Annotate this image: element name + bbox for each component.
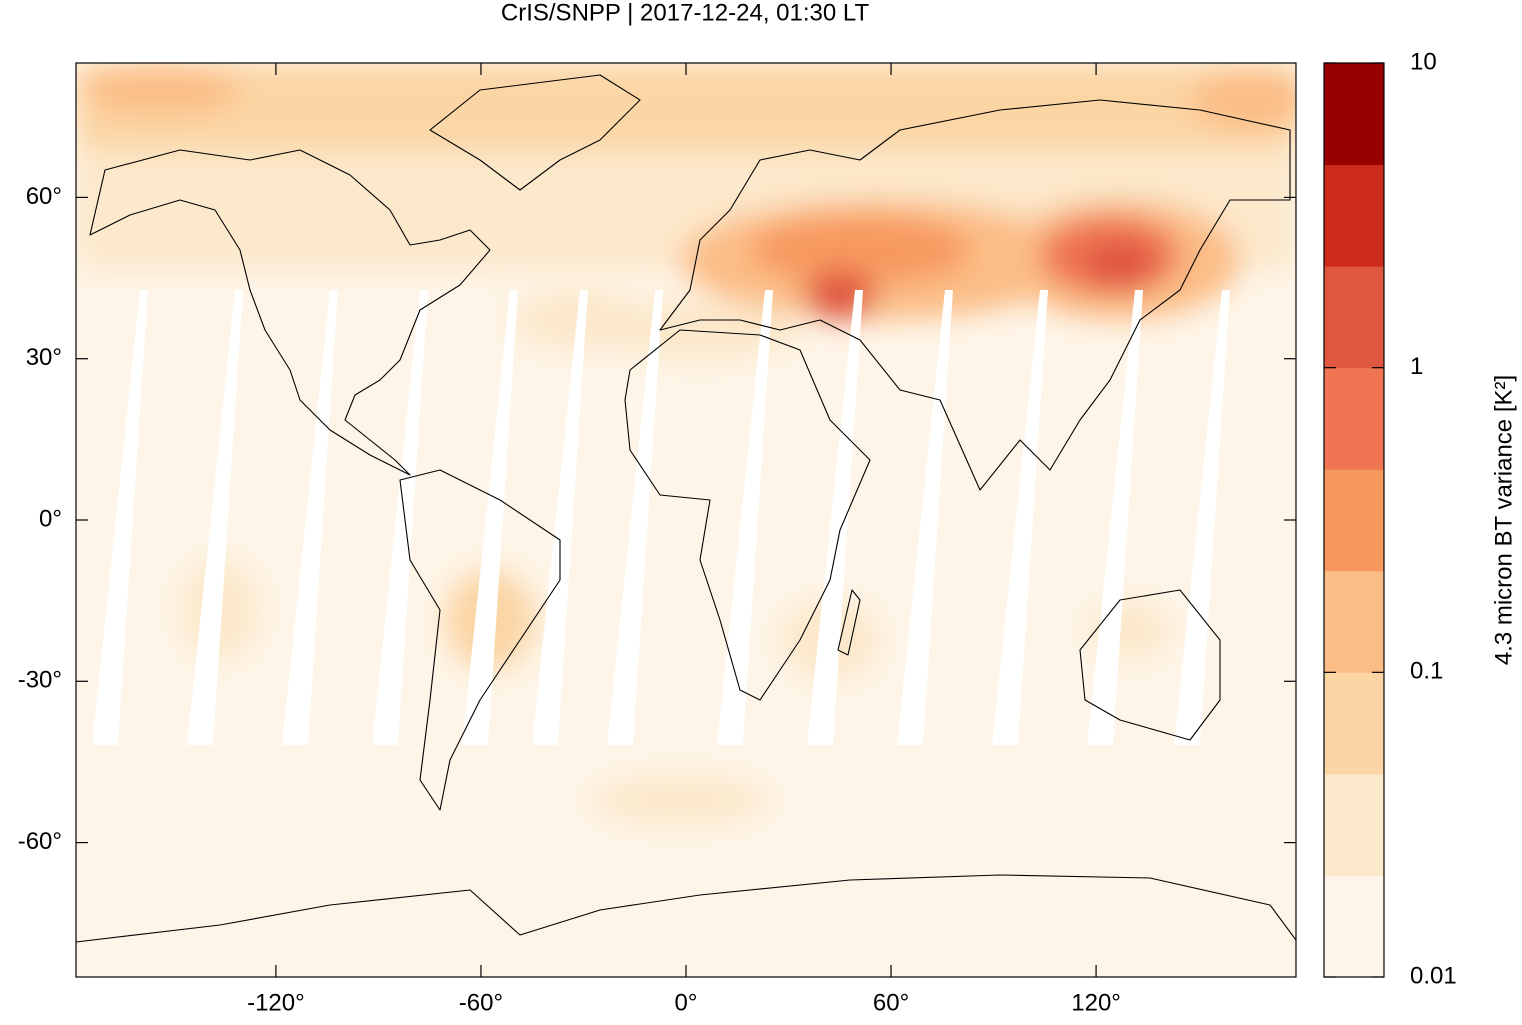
colorbar-frame [1323, 62, 1385, 978]
chart-title: CrIS/SNPP | 2017-12-24, 01:30 LT [501, 0, 870, 26]
colorbar-tick-label: 1 [1410, 353, 1423, 380]
swath-gap [462, 290, 518, 745]
colorbar-segment [1324, 367, 1384, 470]
swath-gap [187, 290, 243, 745]
swath-gap [1174, 290, 1230, 745]
colorbar-segment [1324, 164, 1384, 267]
x-tick-label: -60° [459, 989, 503, 1016]
swath-gap [897, 290, 953, 745]
colorbar-segment [1324, 63, 1384, 166]
coastlines [76, 74, 1296, 943]
map-field [76, 63, 1296, 977]
africa [624, 329, 871, 701]
x-tick-label: 0° [675, 989, 698, 1016]
swath-gap [532, 290, 588, 745]
x-tick-label: 60° [873, 989, 909, 1016]
north-america [89, 149, 491, 476]
colorbar-tick-label: 0.1 [1410, 658, 1443, 685]
colorbar-tick-label: 10 [1410, 48, 1437, 75]
south-america [399, 469, 561, 811]
australia [1079, 589, 1221, 741]
colorbar-segment [1324, 570, 1384, 673]
colorbar-segment [1324, 469, 1384, 572]
colorbar-segment [1324, 266, 1384, 369]
colorbar [1324, 63, 1384, 978]
y-tick-label: -60° [18, 828, 62, 855]
greenland [429, 74, 641, 191]
y-tick-label: 30° [26, 344, 62, 371]
y-tick-label: 60° [26, 183, 62, 210]
x-tick-label: 120° [1071, 989, 1121, 1016]
swath-gap [992, 290, 1048, 745]
antarctica [76, 874, 1296, 943]
variance-field [76, 63, 1296, 825]
swath-gap [282, 290, 338, 745]
swath-gap [717, 290, 773, 745]
eurasia [659, 99, 1291, 491]
y-tick-label: -30° [18, 667, 62, 694]
swath-gap [607, 290, 663, 745]
colorbar-segment [1324, 672, 1384, 775]
colorbar-tick-label: 0.01 [1410, 962, 1457, 989]
data-gaps [92, 290, 1230, 745]
colorbar-segment [1324, 875, 1384, 978]
y-tick-label: 0° [39, 505, 62, 532]
colorbar-segment [1324, 773, 1384, 876]
colorbar-label: 4.3 micron BT variance [K²] [1490, 375, 1517, 665]
swath-gap [807, 290, 863, 745]
madagascar [837, 589, 861, 656]
swath-gap [92, 290, 148, 745]
swath-gap [1087, 290, 1143, 745]
swath-gap [372, 290, 428, 745]
x-tick-label: -120° [247, 989, 305, 1016]
